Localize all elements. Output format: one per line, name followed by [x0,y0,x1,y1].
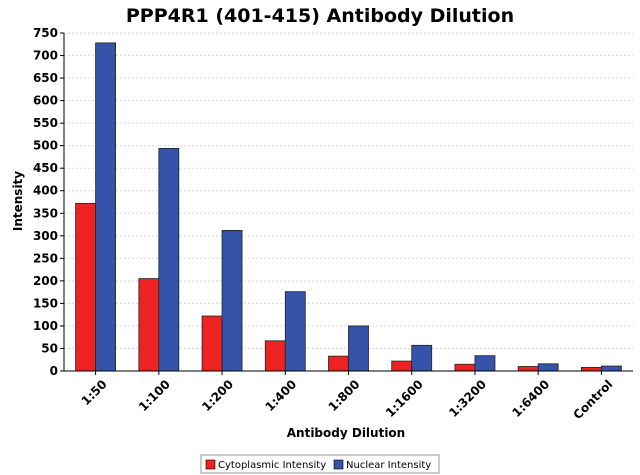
x-tick-labels: 1:50 1:100 1:200 1:400 1:800 1:1600 1:3200 1:64… [79,377,616,422]
bar-nuclear-5 [411,344,433,372]
x-tick-label: Control [570,377,615,422]
y-tick-label: 200 [33,274,58,288]
bar-cytoplasmic-4 [328,355,349,372]
bar-cytoplasmic-1 [138,278,160,372]
y-tick-label: 400 [33,184,58,198]
bar-nuclear-1 [158,147,180,372]
bar-nuclear-4 [348,325,369,372]
y-tick-label: 750 [33,26,58,40]
x-tick-label: 1:50 [79,377,110,408]
bar-cytoplasmic-0 [75,202,97,372]
x-tick-label: 1:100 [136,377,173,414]
x-tick-label: 1:800 [326,377,363,414]
bar-cytoplasmic-5 [391,360,413,372]
y-tick-label: 700 [33,49,58,63]
bar-cytoplasmic-2 [201,315,223,372]
bars [75,42,622,372]
x-tick-label: 1:3200 [446,377,489,420]
y-tick-label: 300 [33,229,58,243]
bar-nuclear-2 [221,229,243,372]
bar-cytoplasmic-3 [264,340,286,372]
legend-box [200,454,440,474]
legend-swatch-cytoplasmic [205,459,216,470]
bar-nuclear-7 [537,363,559,372]
axes [60,32,633,375]
x-tick-label: 1:200 [199,377,236,414]
y-tick-label: 450 [33,161,58,175]
y-tick-label: 650 [33,71,58,85]
legend-swatch-nuclear [333,459,344,470]
y-tick-label: 350 [33,206,58,220]
bar-nuclear-6 [474,355,496,372]
bar-cytoplasmic-6 [454,363,476,372]
x-axis-label: Antibody Dilution [287,426,405,440]
bar-cytoplasmic-7 [517,366,539,372]
x-tick-label: 1:400 [262,377,299,414]
y-tick-label: 500 [33,139,58,153]
y-tick-label: 550 [33,116,58,130]
chart-title: PPP4R1 (401-415) Antibody Dilution [126,5,514,27]
legend: Cytoplasmic Intensity Nuclear Intensity [200,454,440,474]
bar-nuclear-3 [284,291,306,372]
legend-label-cytoplasmic: Cytoplasmic Intensity [218,460,326,471]
y-tick-label: 150 [33,296,58,310]
y-tick-label: 0 [50,364,58,378]
y-tick-label: 50 [41,341,58,355]
y-axis-label: Intensity [11,171,25,231]
bar-nuclear-0 [95,42,117,372]
y-tick-label: 250 [33,251,58,265]
y-tick-labels: 0 50 100 150 200 250 300 350 400 450 500 550 600 650 7… [33,26,58,378]
y-tick-label: 600 [33,94,58,108]
bar-nuclear-8 [600,365,622,372]
y-tick-label: 100 [33,319,58,333]
x-tick-label: 1:1600 [383,377,426,420]
legend-label-nuclear: Nuclear Intensity [346,460,431,471]
x-tick-label: 1:6400 [509,377,552,420]
bar-cytoplasmic-8 [580,366,602,372]
gridlines [64,32,633,349]
